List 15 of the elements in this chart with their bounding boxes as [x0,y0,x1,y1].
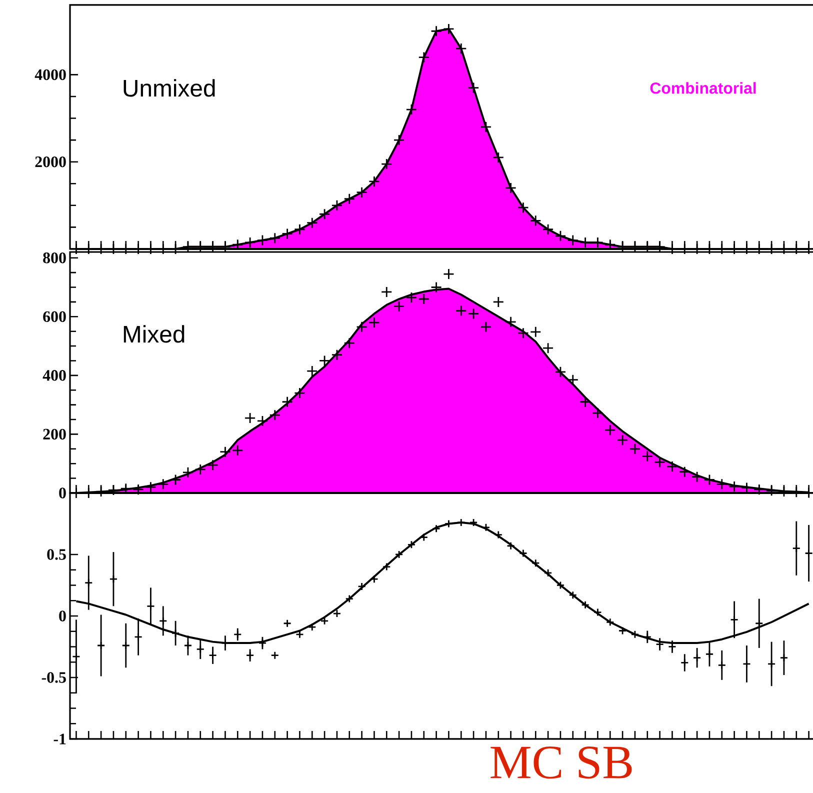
x-axis-title: MC SB [490,746,632,779]
y-tick-label: 400 [42,370,66,381]
y-tick-label: 2000 [35,156,66,168]
y-tick-label: 800 [43,252,66,264]
annotation: Mixed [124,325,184,343]
text: Combinatorial [650,82,756,94]
y-tick-label: -1 [54,734,66,744]
annotation: Unmixed [124,79,215,97]
y-tick-label: 4000 [34,69,66,80]
y-tick-label: 600 [43,311,66,322]
y-tick-label: 0.5 [47,549,66,560]
y-tick-label: 0 [59,488,66,498]
y-tick-label: 0 [59,610,66,622]
y-tick-label: 200 [43,428,66,440]
y-tick-label: -0.5 [42,672,66,683]
